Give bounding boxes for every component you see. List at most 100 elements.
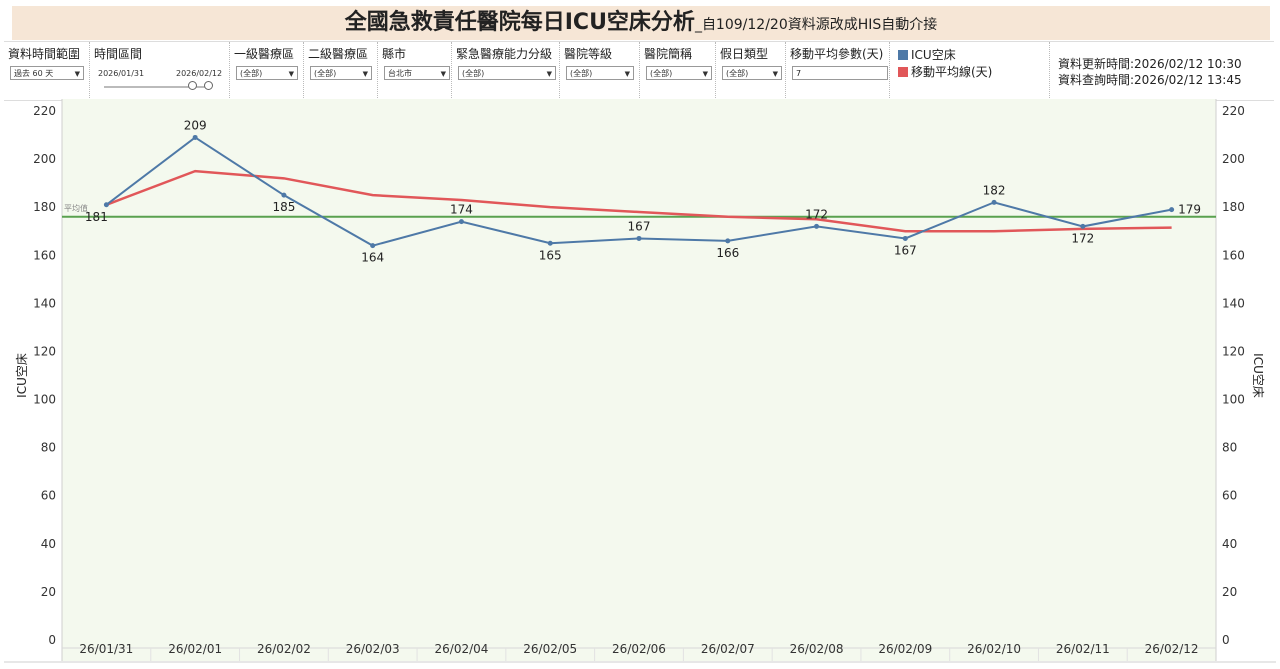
data-label-icu: 182 xyxy=(983,183,1006,197)
filter-level1: 一級醫療區 (全部) ▼ xyxy=(230,42,304,100)
x-tick-label: 26/02/12 xyxy=(1145,642,1199,656)
legend-item-ma[interactable]: 移動平均線(天) xyxy=(898,63,992,80)
filter-date-range-label: 時間區間 xyxy=(94,47,143,61)
hospital-level-select[interactable]: (全部) ▼ xyxy=(566,66,634,80)
x-tick-label: 26/02/05 xyxy=(523,642,577,656)
x-tick-label: 26/02/02 xyxy=(257,642,311,656)
y-tick-label-right: 160 xyxy=(1222,248,1245,262)
y-tick-label-right: 60 xyxy=(1222,489,1237,503)
y-tick-label-left: 20 xyxy=(41,585,56,599)
city-value: 台北市 xyxy=(388,69,412,78)
y-tick-label-right: 220 xyxy=(1222,104,1245,118)
data-label-icu: 164 xyxy=(361,251,384,265)
city-select[interactable]: 台北市 ▼ xyxy=(384,66,450,80)
y-tick-label-left: 60 xyxy=(41,489,56,503)
filter-time-range: 資料時間範圍 過去 60 天 ▼ xyxy=(4,42,90,100)
chevron-down-icon: ▼ xyxy=(362,70,368,78)
data-point-icu xyxy=(1169,207,1175,213)
data-point-icu xyxy=(281,192,287,198)
data-label-icu: 185 xyxy=(272,200,295,214)
y-tick-label-right: 180 xyxy=(1222,200,1245,214)
data-label-icu: 181 xyxy=(85,210,108,224)
level1-select[interactable]: (全部) ▼ xyxy=(236,66,298,80)
y-tick-label-right: 20 xyxy=(1222,585,1237,599)
y-tick-label-left: 40 xyxy=(41,537,56,551)
legend-label-ma: 移動平均線(天) xyxy=(911,65,993,79)
data-label-icu: 167 xyxy=(894,243,917,257)
holiday-select[interactable]: (全部) ▼ xyxy=(722,66,782,80)
page-subtitle: _自109/12/20資料源改成HIS自動介接 xyxy=(694,17,938,33)
filter-level1-label: 一級醫療區 xyxy=(234,47,295,61)
data-label-icu: 172 xyxy=(1071,231,1094,245)
data-updated-time: 資料更新時間:2026/02/12 10:30 xyxy=(1058,57,1242,71)
chevron-down-icon: ▼ xyxy=(702,70,708,78)
legend-label-icu: ICU空床 xyxy=(911,48,956,62)
data-point-icu xyxy=(1080,223,1086,229)
x-tick-label: 26/01/31 xyxy=(79,642,133,656)
plot-background xyxy=(62,99,1216,661)
y-tick-label-left: 200 xyxy=(33,152,56,166)
filter-level2: 二級醫療區 (全部) ▼ xyxy=(304,42,378,100)
filter-capability-label: 緊急醫療能力分級 xyxy=(456,47,553,61)
legend-item-icu[interactable]: ICU空床 xyxy=(898,46,956,63)
series-line-moving-avg xyxy=(105,169,1172,233)
data-label-icu: 172 xyxy=(805,207,828,221)
filter-hospital-level-label: 醫院等級 xyxy=(564,47,613,61)
y-axis-title-left: ICU空床 xyxy=(15,353,29,398)
filter-city-label: 縣市 xyxy=(382,47,407,61)
legend-swatch-ma xyxy=(898,67,908,77)
data-label-icu: 167 xyxy=(628,219,651,233)
y-tick-label-left: 0 xyxy=(48,633,56,647)
filter-hospital-level: 醫院等級 (全部) ▼ xyxy=(560,42,640,100)
data-point-icu xyxy=(458,219,464,225)
moving-avg-input[interactable]: 7 xyxy=(792,66,888,80)
filter-holiday-label: 假日類型 xyxy=(720,47,769,61)
chevron-down-icon: ▼ xyxy=(546,70,552,78)
hospital-abbr-select[interactable]: (全部) ▼ xyxy=(646,66,712,80)
filter-hospital-abbr-label: 醫院簡稱 xyxy=(644,47,693,61)
data-point-icu xyxy=(192,134,198,140)
chevron-down-icon: ▼ xyxy=(440,70,446,78)
filter-moving-avg: 移動平均參數(天) 7 xyxy=(786,42,890,100)
info-panel: 資料更新時間:2026/02/12 10:30 資料查詢時間:2026/02/1… xyxy=(1050,42,1274,100)
page-title: 全國急救責任醫院每日ICU空床分析 xyxy=(344,10,695,35)
average-reference-line: 平均值 xyxy=(62,203,1216,218)
series-layer xyxy=(103,134,1175,249)
data-label-icu: 179 xyxy=(1178,203,1201,217)
filter-capability: 緊急醫療能力分級 (全部) ▼ xyxy=(452,42,560,100)
y-tick-label-right: 140 xyxy=(1222,296,1245,310)
level1-value: (全部) xyxy=(240,69,263,78)
data-point-icu xyxy=(370,243,376,249)
date-range-end: 2026/02/12 xyxy=(176,69,223,78)
x-tick-label: 26/02/09 xyxy=(878,642,932,656)
time-range-value: 過去 60 天 xyxy=(14,69,54,78)
title-bar: 全國急救責任醫院每日ICU空床分析_自109/12/20資料源改成HIS自動介接 xyxy=(12,6,1270,40)
y-tick-label-right: 80 xyxy=(1222,441,1237,455)
filter-date-range: 時間區間 2026/01/31 2026/02/12 xyxy=(90,42,230,100)
y-tick-label-left: 120 xyxy=(33,344,56,358)
date-range-start: 2026/01/31 xyxy=(98,69,145,78)
y-tick-label-right: 200 xyxy=(1222,152,1245,166)
filter-bar: 資料時間範圍 過去 60 天 ▼ 時間區間 2026/01/31 2026/02… xyxy=(4,41,1274,101)
x-tick-label: 26/02/03 xyxy=(346,642,400,656)
line-chart: 0 20 40 60 80 100 120 140 160 180 200 220 0 20 40 60 80… xyxy=(4,99,1276,663)
date-range-slider-handle-end[interactable] xyxy=(204,81,213,90)
data-labels: 181 209 185 164 174 165 167 166 172 167 182 172 179 xyxy=(85,118,1201,264)
date-range-slider-track[interactable] xyxy=(104,86,212,88)
data-point-icu xyxy=(103,202,109,208)
capability-select[interactable]: (全部) ▼ xyxy=(458,66,556,80)
data-label-icu: 166 xyxy=(716,246,739,260)
data-point-icu xyxy=(636,235,642,241)
x-axis-ticks: 26/01/31 26/02/01 26/02/02 26/02/03 26/02/04… xyxy=(4,642,1276,663)
date-range-slider-handle-start[interactable] xyxy=(188,81,197,90)
time-range-select[interactable]: 過去 60 天 ▼ xyxy=(10,66,84,80)
data-label-icu: 174 xyxy=(450,203,473,217)
level2-select[interactable]: (全部) ▼ xyxy=(310,66,372,80)
x-tick-label: 26/02/10 xyxy=(967,642,1021,656)
data-label-icu: 165 xyxy=(539,248,562,262)
data-point-icu xyxy=(991,199,997,205)
y-tick-label-right: 0 xyxy=(1222,633,1230,647)
hospital-level-value: (全部) xyxy=(570,69,593,78)
x-tick-label: 26/02/11 xyxy=(1056,642,1110,656)
x-tick-label: 26/02/01 xyxy=(168,642,222,656)
